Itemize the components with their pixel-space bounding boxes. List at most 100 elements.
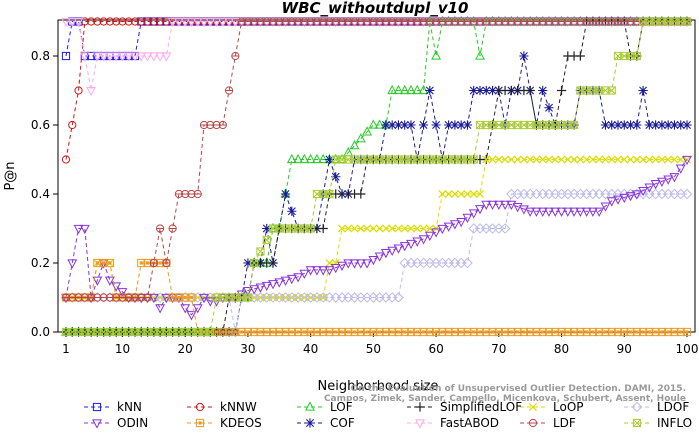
point-ODIN-75 — [525, 207, 536, 217]
point-COF-44 — [331, 172, 341, 182]
point-SimplifiedLOF-42 — [318, 223, 328, 234]
point-LoOP-62 — [444, 189, 453, 199]
legend-item-COF: COF — [297, 416, 355, 430]
legend-item-FastABOD: FastABOD — [407, 416, 499, 430]
chart-title: WBC_withoutdupl_v10 — [282, 0, 469, 17]
point-COF-54 — [393, 120, 404, 130]
point-KDEOS-94 — [645, 327, 654, 337]
point-COF-62 — [444, 120, 454, 130]
point-KDEOS-45 — [337, 327, 347, 337]
point-LoOP-91 — [626, 155, 635, 164]
point-FastABOD-4 — [79, 52, 90, 62]
point-SimplifiedLOF-75 — [525, 85, 535, 96]
point-LOF-51 — [374, 119, 385, 129]
point-COF-67 — [475, 85, 485, 96]
point-INFLO-92 — [632, 51, 641, 61]
point-ODIN-50 — [368, 255, 379, 266]
point-ODIN-42 — [318, 266, 329, 276]
point-INFLO-32 — [256, 247, 265, 256]
point-ODIN-8 — [104, 276, 115, 286]
x-tick-label-2: 20 — [178, 342, 193, 356]
point-LDF-18 — [168, 224, 177, 233]
plot-series — [60, 15, 693, 338]
point-KDEOS-50 — [369, 327, 378, 337]
point-ODIN-100 — [682, 155, 692, 166]
point-ODIN-6 — [92, 276, 103, 286]
legend-item-kNNW: kNNW — [187, 400, 257, 414]
point-LoOP-80 — [557, 155, 566, 164]
point-LOF-55 — [399, 84, 410, 95]
legend-label-LDF: LDF — [553, 416, 576, 430]
point-LoOP-44 — [331, 258, 340, 268]
legend-item-INFLO: INFLO — [624, 416, 692, 430]
point-FastABOD-3 — [73, 17, 84, 28]
point-LDF-17 — [162, 258, 171, 268]
point-LOF-57 — [412, 84, 423, 95]
point-LoOP-92 — [632, 155, 641, 164]
point-KDEOS-91 — [626, 327, 635, 337]
point-FastABOD-21 — [186, 17, 197, 28]
point-ODIN-80 — [556, 207, 567, 217]
point-ODIN-84 — [581, 207, 592, 217]
point-LDF-27 — [224, 86, 234, 95]
point-ODIN-52 — [380, 249, 391, 259]
y-tick-label-4: 0.8 — [31, 49, 50, 63]
point-LoOP-64 — [457, 189, 466, 199]
plot-frame — [57, 19, 696, 333]
point-ODIN-73 — [512, 203, 523, 213]
point-kNNW-11 — [124, 17, 133, 26]
series-line-SimplifiedLOF — [66, 21, 687, 332]
point-LoOP-76 — [532, 155, 541, 164]
legend-label-LOF: LOF — [330, 400, 353, 414]
point-ODIN-47 — [349, 259, 360, 269]
point-KDEOS-98 — [670, 327, 679, 337]
point-KDEOS-57 — [413, 327, 422, 337]
point-LOF-39 — [299, 153, 310, 164]
x-tick-label-6: 60 — [428, 342, 443, 356]
point-ODIN-69 — [487, 200, 498, 211]
point-ODIN-68 — [481, 200, 492, 211]
point-kNNW-5 — [86, 17, 96, 26]
point-COF-89 — [613, 120, 623, 130]
point-COF-69 — [487, 85, 498, 96]
point-COF-93 — [638, 85, 648, 96]
point-KDEOS-30 — [243, 327, 253, 337]
watermark-line-2: Campos, Zimek, Sander, Campello, Micenko… — [324, 394, 686, 404]
point-kNNW-10 — [118, 17, 127, 26]
point-KDEOS-59 — [425, 327, 434, 337]
point-FastABOD-26 — [217, 17, 228, 28]
point-LoOP-82 — [570, 155, 579, 164]
point-KDEOS-95 — [651, 327, 660, 337]
point-ODIN-34 — [268, 280, 278, 290]
point-ODIN-20 — [180, 304, 191, 314]
point-COF-92 — [632, 120, 642, 130]
point-LOF-38 — [293, 153, 304, 164]
point-KDEOS-87 — [601, 327, 610, 337]
point-KDEOS-81 — [563, 327, 572, 337]
point-KDEOS-100 — [682, 327, 692, 337]
point-KDEOS-77 — [538, 327, 547, 337]
point-ODIN-9 — [111, 282, 122, 292]
point-KDEOS-79 — [551, 327, 560, 337]
point-FastABOD-12 — [130, 52, 140, 62]
point-ODIN-30 — [242, 287, 253, 297]
point-COF-30 — [243, 258, 253, 268]
point-KDEOS-72 — [507, 327, 516, 337]
point-SimplifiedLOF-34 — [268, 258, 278, 268]
y-tick-label-1: 0.2 — [31, 256, 50, 270]
point-LOF-54 — [393, 84, 404, 95]
point-ODIN-36 — [280, 276, 291, 286]
legend-item-SimplifiedLOF: SimplifiedLOF — [407, 400, 522, 414]
x-axis-label: Neighborhood size — [318, 379, 439, 394]
point-LoOP-81 — [563, 155, 572, 164]
point-INFLO-30 — [243, 293, 253, 302]
point-LOF-67 — [475, 50, 485, 60]
point-KDEOS-86 — [595, 327, 604, 337]
point-FastABOD-23 — [199, 17, 209, 28]
point-KDEOS-49 — [362, 327, 372, 337]
point-FastABOD-11 — [123, 52, 134, 62]
point-KDEOS-89 — [613, 327, 623, 337]
point-FastABOD-7 — [98, 52, 109, 62]
point-kNNW-3 — [74, 86, 83, 95]
y-tick-label-2: 0.4 — [31, 187, 50, 201]
